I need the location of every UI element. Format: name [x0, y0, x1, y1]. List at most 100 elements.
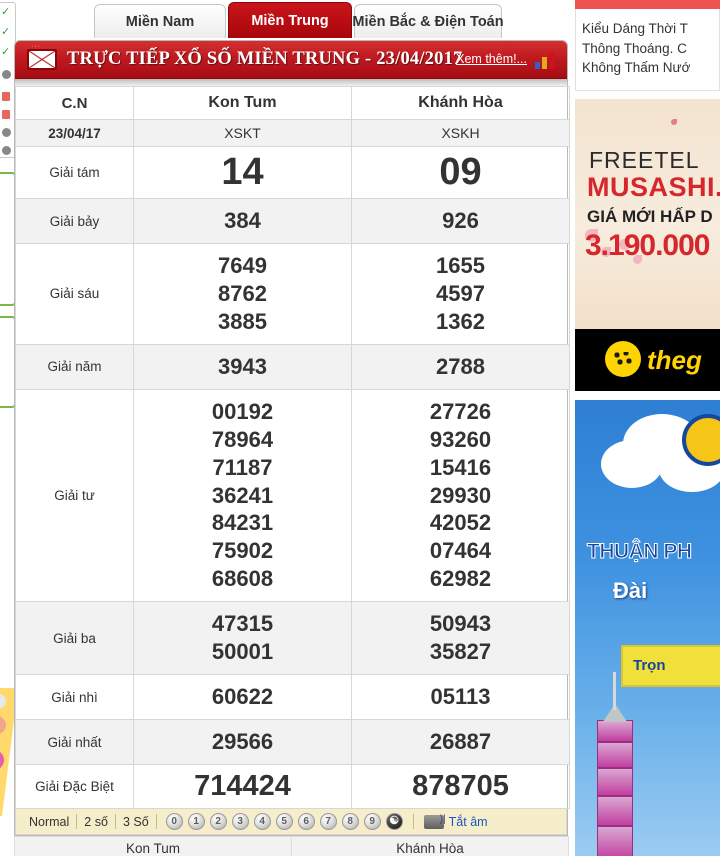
- date-row: 23/04/17 XSKT XSKH: [15, 119, 570, 147]
- digit-ball-1[interactable]: 1: [187, 813, 205, 831]
- prize-numbers-kon-tum: 60622: [133, 674, 352, 721]
- tower-illustration: [597, 671, 633, 856]
- prize-row: Giải nhì 60622 05113: [15, 674, 570, 721]
- check-icon: ✓: [1, 26, 11, 38]
- ad-text-card[interactable]: Kiểu Dáng Thời T Thông Thoáng. C Không T…: [575, 9, 720, 91]
- prize-label: Giải năm: [15, 343, 134, 390]
- page-title: TRỰC TIẾP XỔ SỐ MIỀN TRUNG - 23/04/2017: [67, 49, 463, 69]
- prize-numbers-kon-tum: 00192 78964 71187 36241 84231 75902 68608: [133, 388, 352, 603]
- prize-numbers-kon-tum: 29566: [133, 719, 352, 766]
- prize-label: Giải Đặc Biệt: [15, 764, 134, 810]
- prize-numbers-kon-tum: 714424: [133, 764, 352, 810]
- prize-label: Giải sáu: [15, 242, 134, 345]
- col-header-cn: C.N: [15, 86, 134, 120]
- divider: [412, 814, 414, 830]
- draw-date: 23/04/17: [15, 119, 134, 147]
- prize-numbers-kon-tum: 47315 50001: [133, 601, 352, 676]
- ad-freetel-tagline: GIÁ MỚI HẤP D: [587, 206, 713, 226]
- prize-numbers-khanh-hoa: 26887: [351, 719, 570, 766]
- prize-label: Giải ba: [15, 601, 134, 676]
- stats-province-header-row: Kon Tum Khánh Hòa: [14, 836, 570, 856]
- check-icon: ✓: [1, 46, 11, 58]
- mute-label[interactable]: Tắt âm: [448, 814, 488, 829]
- prize-row: Giải sáu 7649 8762 3885 1655 4597 1362: [15, 242, 570, 345]
- divider: [76, 814, 78, 830]
- speaker-icon[interactable]: [423, 814, 446, 829]
- bar-chart-icon[interactable]: [535, 52, 557, 69]
- stats-province-kon-tum: Kon Tum: [14, 836, 292, 856]
- ad-thuanphat-title: THUẬN PH: [587, 539, 693, 563]
- bullet-icon: [2, 146, 11, 155]
- stats-province-khanh-hoa: Khánh Hòa: [290, 836, 570, 856]
- prize-numbers-khanh-hoa: 09: [351, 145, 570, 200]
- prize-label: Giải nhì: [15, 674, 134, 721]
- sound-control[interactable]: Tắt âm: [423, 814, 488, 829]
- mail-icon: [27, 49, 57, 70]
- panel-header: ··· TRỰC TIẾP XỔ SỐ MIỀN TRUNG - 23/04/2…: [15, 41, 567, 79]
- check-icon: ✓: [1, 6, 11, 18]
- digit-ball-4[interactable]: 4: [253, 813, 271, 831]
- header-shadow: [15, 79, 567, 86]
- prize-numbers-khanh-hoa: 27726 93260 15416 29930 42052 07464 62982: [351, 388, 570, 603]
- table-header-row: C.N Kon Tum Khánh Hòa: [15, 86, 570, 120]
- prize-numbers-khanh-hoa: 926: [351, 198, 570, 244]
- ad-freetel-brand: FREETEL: [589, 146, 700, 173]
- prize-numbers-khanh-hoa: 50943 35827: [351, 601, 570, 676]
- tgdd-logo-icon: [605, 340, 641, 377]
- ad-text-line3: Không Thấm Nướ: [582, 60, 691, 76]
- lottery-results-panel: ··· TRỰC TIẾP XỔ SỐ MIỀN TRUNG - 23/04/2…: [14, 40, 570, 837]
- ad-tgdd-text: theg: [647, 344, 702, 375]
- digit-ball-2[interactable]: 2: [209, 813, 227, 831]
- prize-numbers-khanh-hoa: 05113: [351, 674, 570, 721]
- yin-yang-ball[interactable]: ☯: [385, 813, 403, 831]
- prize-row: Giải nhất 29566 26887: [15, 719, 570, 766]
- prize-numbers-khanh-hoa: 1655 4597 1362: [351, 242, 570, 345]
- digit-ball-5[interactable]: 5: [275, 813, 293, 831]
- prize-row: Giải bảy 384 926: [15, 198, 570, 244]
- square-red-icon: [2, 92, 10, 101]
- ad-thuanphat-banner[interactable]: THUẬN PH Đài Trọn: [575, 399, 720, 856]
- ad-freetel-model: MUSASHI.: [587, 171, 720, 202]
- tab-mien-bac[interactable]: Miền Bắc & Điện Toán: [352, 4, 504, 38]
- tab-mien-nam[interactable]: Miền Nam: [94, 4, 226, 38]
- digit-ball-6[interactable]: 6: [297, 813, 315, 831]
- ad-freetel-banner[interactable]: FREETEL MUSASHI. GIÁ MỚI HẤP D 3.190.000: [575, 98, 720, 329]
- xem-them-link[interactable]: Xem thêm!...: [456, 52, 527, 66]
- mode-normal-button[interactable]: Normal: [29, 814, 70, 829]
- prize-numbers-kon-tum: 384: [133, 198, 352, 244]
- prize-row: Giải tư 00192 78964 71187 36241 84231 75902 686…: [15, 388, 570, 603]
- digit-ball-0[interactable]: 0: [165, 813, 183, 831]
- mode-three-digit-button[interactable]: 3 Số: [122, 814, 149, 829]
- bullet-icon: [2, 128, 11, 137]
- ad-text-line2: Thông Thoáng. C: [582, 40, 687, 56]
- ad-tgdd-banner[interactable]: theg: [575, 328, 720, 391]
- ad-thuanphat-background: THUẬN PH Đài Trọn: [575, 399, 720, 856]
- bullet-icon: [2, 70, 11, 79]
- col-header-khanh-hoa: Khánh Hòa: [351, 86, 570, 120]
- prize-numbers-khanh-hoa: 2788: [351, 343, 570, 390]
- thuanphat-logo-icon: [682, 413, 720, 466]
- prize-numbers-kon-tum: 3943: [133, 343, 352, 390]
- prize-row: Giải ba 47315 50001 50943 35827: [15, 601, 570, 676]
- digit-ball-9[interactable]: 9: [363, 813, 381, 831]
- prize-label: Giải bảy: [15, 198, 134, 244]
- prize-row: Giải tám 14 09: [15, 145, 570, 200]
- results-table: C.N Kon Tum Khánh Hòa 23/04/17 XSKT XSKH Giải …: [15, 86, 570, 810]
- ad-top-accent-bar: [575, 0, 720, 9]
- prize-numbers-khanh-hoa: 878705: [351, 764, 570, 810]
- province-code-khanh-hoa: XSKH: [351, 119, 570, 147]
- mode-two-digit-button[interactable]: 2 số: [84, 814, 108, 829]
- ad-freetel-price: 3.190.000: [585, 228, 710, 262]
- digit-ball-7[interactable]: 7: [319, 813, 337, 831]
- digit-ball-8[interactable]: 8: [341, 813, 359, 831]
- ad-thuanphat-badge[interactable]: Trọn: [621, 644, 720, 687]
- divider: [155, 814, 157, 830]
- prize-row: Giải năm 3943 2788: [15, 343, 570, 390]
- prize-row: Giải Đặc Biệt 714424 878705: [15, 764, 570, 810]
- tab-mien-trung[interactable]: Miền Trung: [228, 2, 352, 38]
- ad-thuanphat-subtitle: Đài: [613, 577, 648, 603]
- digit-ball-3[interactable]: 3: [231, 813, 249, 831]
